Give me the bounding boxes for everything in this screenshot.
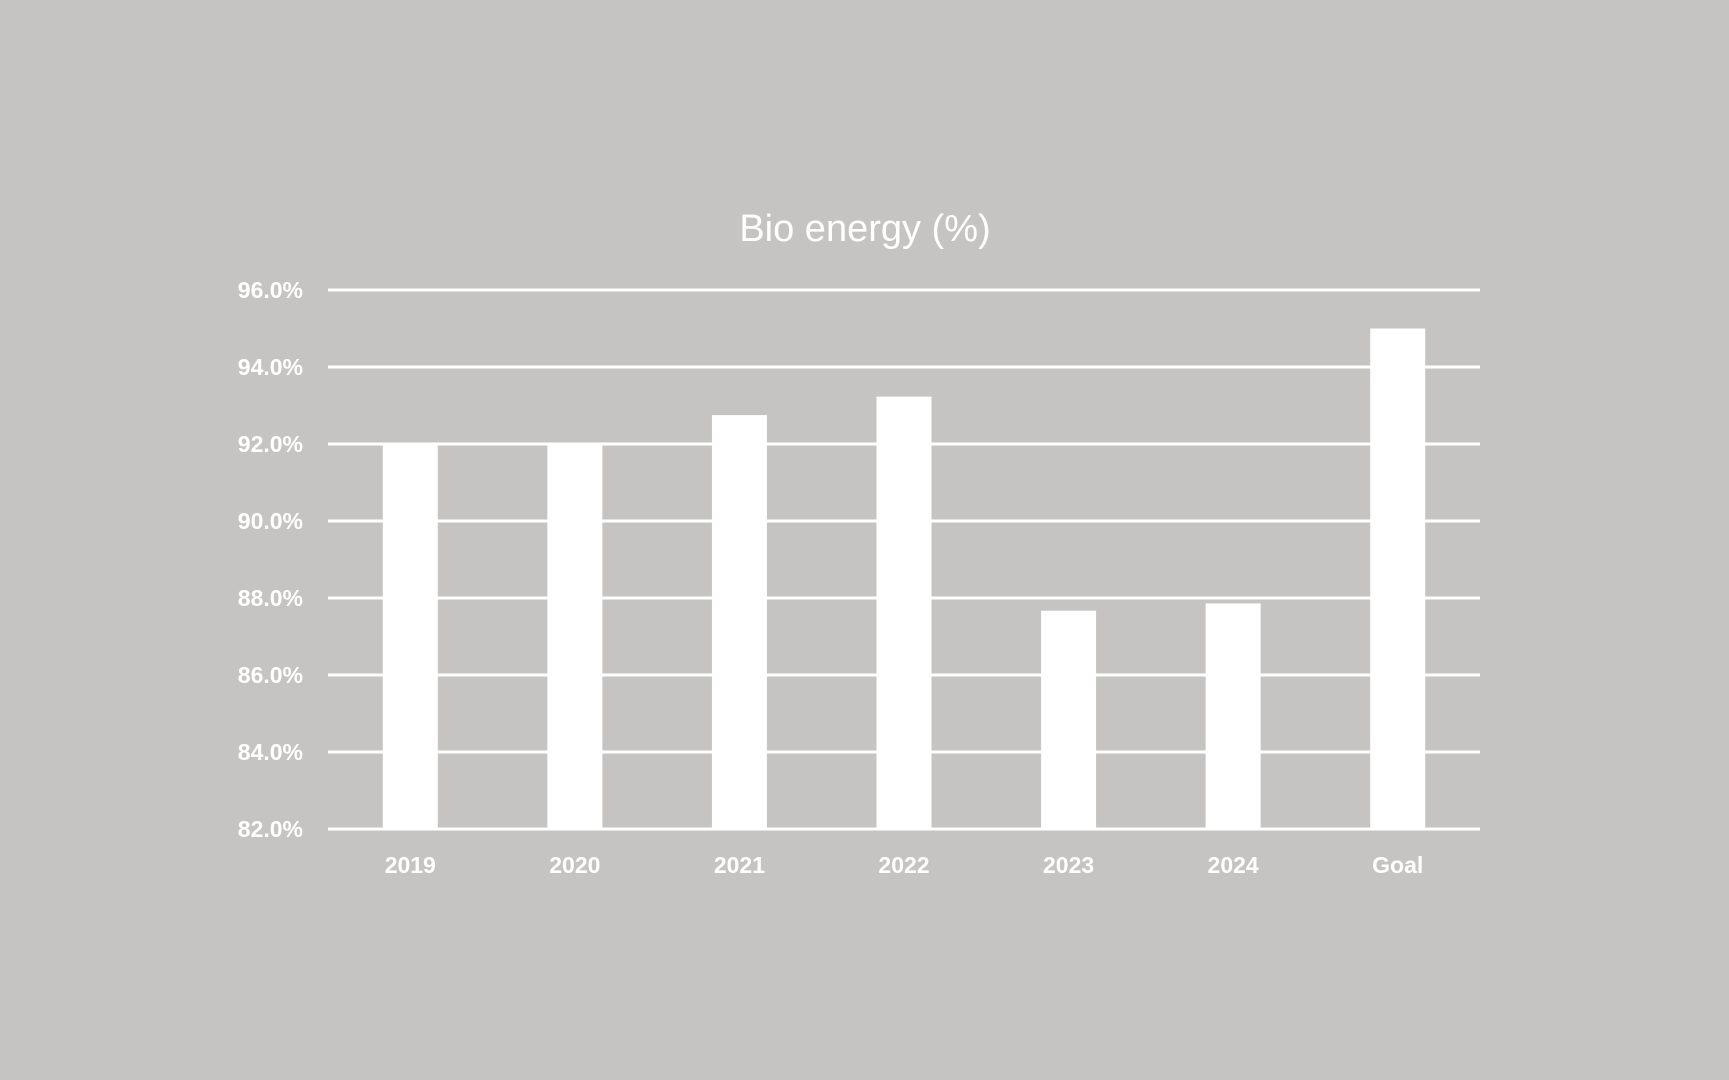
bar-goal <box>1370 328 1426 829</box>
y-tick-label: 86.0% <box>238 662 303 688</box>
x-tick-label: 2021 <box>714 852 765 878</box>
bar-2022 <box>876 396 932 829</box>
bars <box>382 328 1426 829</box>
bar-2024 <box>1205 603 1261 829</box>
y-tick-label: 90.0% <box>238 508 303 534</box>
bar-2019 <box>382 444 438 829</box>
x-tick-label: 2023 <box>1043 852 1094 878</box>
x-tick-label: 2024 <box>1208 852 1259 878</box>
x-tick-label: Goal <box>1372 852 1423 878</box>
x-tick-label: 2020 <box>549 852 600 878</box>
bar-2020 <box>547 444 603 829</box>
y-tick-label: 92.0% <box>238 431 303 457</box>
chart-title: Bio energy (%) <box>739 208 990 250</box>
y-tick-label: 82.0% <box>238 816 303 842</box>
y-tick-label: 94.0% <box>238 354 303 380</box>
x-tick-label: 2019 <box>385 852 436 878</box>
bar-2021 <box>711 415 767 829</box>
y-tick-label: 96.0% <box>238 277 303 303</box>
y-tick-label: 88.0% <box>238 585 303 611</box>
y-axis-tick-labels: 82.0% 84.0% 86.0% 88.0% 90.0% 92.0% 94.0% 96.0% <box>238 277 303 842</box>
x-axis-tick-labels: 2019 2020 2021 2022 2023 2024 Goal <box>385 852 1424 878</box>
y-tick-label: 84.0% <box>238 739 303 765</box>
bar-2023 <box>1041 610 1097 829</box>
x-tick-label: 2022 <box>878 852 929 878</box>
